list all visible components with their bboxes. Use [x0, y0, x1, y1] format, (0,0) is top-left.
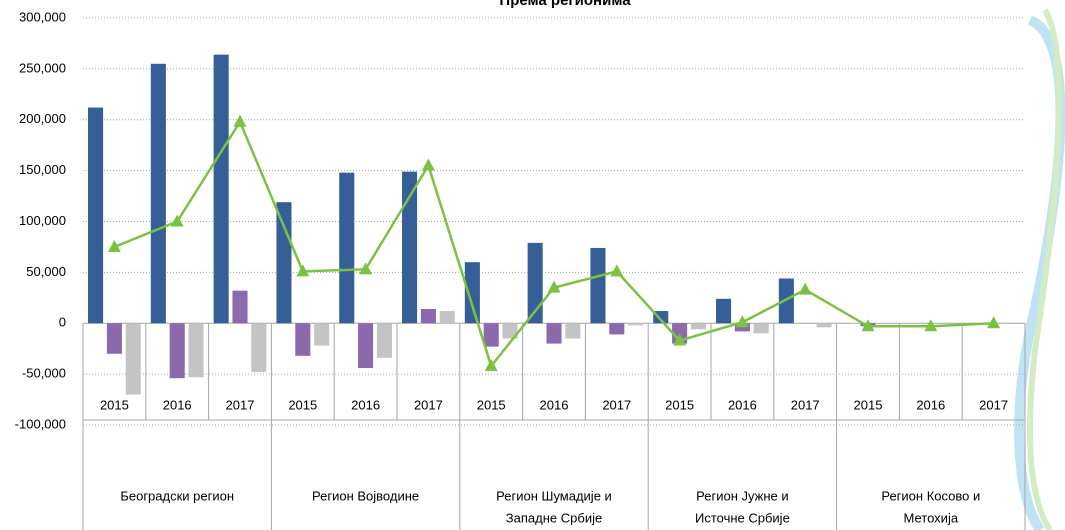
bar — [376, 323, 392, 358]
x-tick-label: 2015 — [100, 397, 129, 412]
line-marker — [673, 333, 687, 346]
line-marker — [924, 319, 938, 332]
x-tick-label: 2015 — [665, 397, 694, 412]
group-label: Источне Србије — [695, 510, 790, 525]
group-label: Метохија — [904, 510, 959, 525]
bar — [816, 323, 832, 328]
line-marker — [798, 282, 812, 295]
line-marker — [359, 262, 373, 275]
bar — [169, 323, 185, 379]
group-label: Западне Србије — [506, 510, 602, 525]
bar — [188, 323, 204, 378]
x-tick-label: 2017 — [602, 397, 631, 412]
x-tick-label: 2015 — [854, 397, 883, 412]
bar — [502, 323, 518, 339]
x-tick-label: 2015 — [477, 397, 506, 412]
bar — [734, 323, 750, 332]
bar — [546, 323, 562, 344]
bar — [251, 323, 267, 373]
bar — [314, 323, 330, 346]
line-marker — [421, 158, 435, 171]
bar — [716, 298, 732, 324]
x-tick-label: 2016 — [540, 397, 569, 412]
bar — [628, 323, 644, 326]
group-label: Београдски регион — [120, 488, 234, 503]
y-tick-label: 150,000 — [19, 162, 66, 177]
x-tick-label: 2016 — [728, 397, 757, 412]
line-marker — [107, 239, 121, 252]
bar — [213, 54, 229, 324]
x-tick-label: 2017 — [979, 397, 1008, 412]
line-marker — [987, 316, 1001, 329]
bar — [609, 323, 625, 335]
x-tick-label: 2015 — [288, 397, 317, 412]
y-tick-label: 50,000 — [26, 264, 66, 279]
bar — [753, 323, 769, 334]
bar — [232, 290, 248, 324]
bar — [125, 323, 141, 395]
y-tick-label: 300,000 — [19, 9, 66, 24]
line-marker — [861, 319, 875, 332]
line-marker — [233, 114, 247, 127]
y-tick-label: 250,000 — [19, 60, 66, 75]
line-marker — [547, 280, 561, 293]
bar — [439, 311, 455, 324]
bar — [150, 63, 166, 324]
line-marker — [296, 264, 310, 277]
bar — [483, 323, 499, 347]
line-marker — [610, 264, 624, 277]
group-label: Регион Косово и — [881, 488, 980, 503]
chart-title: Према регионима — [499, 0, 631, 9]
bar — [402, 171, 418, 324]
group-label: Регион Шумадије и — [496, 488, 612, 503]
bar — [690, 323, 706, 330]
group-label: Регион Војводине — [312, 488, 419, 503]
bar — [339, 172, 355, 324]
bar — [420, 309, 436, 324]
x-tick-label: 2016 — [916, 397, 945, 412]
bar — [358, 323, 374, 369]
y-tick-label: 200,000 — [19, 111, 66, 126]
bar — [778, 278, 794, 324]
line-marker — [484, 358, 498, 371]
x-tick-label: 2016 — [351, 397, 380, 412]
bar — [565, 323, 581, 339]
y-tick-label: -100,000 — [15, 416, 66, 431]
bar — [590, 247, 606, 324]
line-marker — [170, 214, 184, 227]
line-marker — [735, 315, 749, 328]
bar — [464, 262, 480, 324]
x-tick-label: 2016 — [163, 397, 192, 412]
bar — [88, 107, 104, 324]
decoration — [1027, 8, 1063, 530]
bar — [106, 323, 122, 354]
y-tick-label: 0 — [59, 315, 66, 330]
x-tick-label: 2017 — [791, 397, 820, 412]
y-tick-label: -50,000 — [22, 366, 66, 381]
x-tick-label: 2017 — [414, 397, 443, 412]
x-tick-label: 2017 — [226, 397, 255, 412]
bar — [276, 202, 292, 324]
group-label: Регион Јужне и — [696, 488, 788, 503]
y-tick-label: 100,000 — [19, 213, 66, 228]
bar — [295, 323, 311, 356]
bar — [527, 242, 543, 324]
